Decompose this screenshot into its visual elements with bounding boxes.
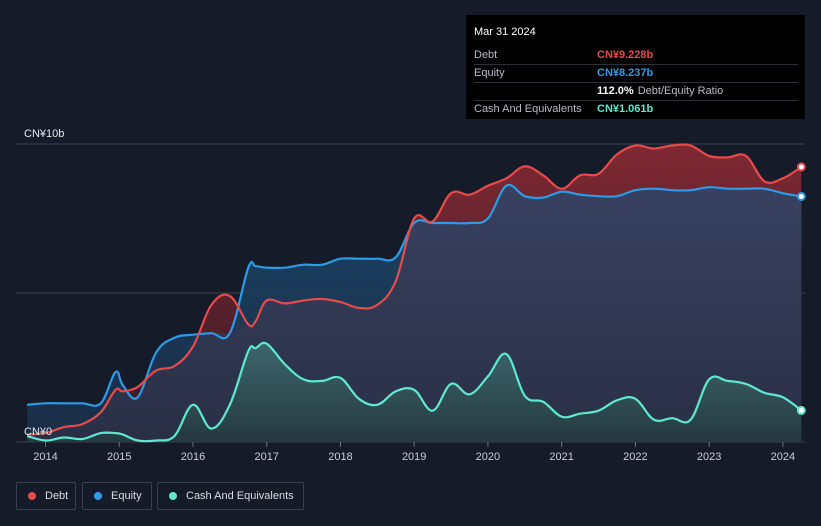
x-tick-label: 2023 xyxy=(697,451,721,463)
legend-dot-icon xyxy=(169,492,177,500)
tooltip-date: Mar 31 2024 xyxy=(474,26,536,38)
tooltip-row-equity: Equity CN¥8.237b xyxy=(474,64,798,82)
cash-line xyxy=(26,341,802,443)
x-tick-label: 2022 xyxy=(623,451,647,463)
x-tick-label: 2020 xyxy=(476,451,500,463)
x-tick-label: 2019 xyxy=(402,451,426,463)
tooltip-box: Mar 31 2024 Debt CN¥9.228b Equity CN¥8.2… xyxy=(466,15,805,119)
tooltip-value: CN¥1.061b xyxy=(597,103,654,115)
tooltip-value: 112.0% xyxy=(597,85,634,97)
end-markers xyxy=(796,162,806,415)
x-tick-label: 2016 xyxy=(181,451,205,463)
y-tick-label: CN¥10b xyxy=(24,128,64,140)
legend-item-cash[interactable]: Cash And Equivalents xyxy=(157,482,304,510)
tooltip-row-cash: Cash And Equivalents CN¥1.061b xyxy=(474,100,798,118)
x-tick-label: 2014 xyxy=(33,451,57,463)
area-layer xyxy=(27,144,802,443)
equity-end-point xyxy=(796,191,806,201)
x-tick-label: 2015 xyxy=(107,451,131,463)
y-tick-label: CN¥0 xyxy=(24,426,52,438)
legend-label: Debt xyxy=(45,490,69,502)
cash-end-point xyxy=(796,405,806,415)
tooltip-value: CN¥9.228b xyxy=(597,49,654,61)
tooltip-value: CN¥8.237b xyxy=(597,67,654,79)
tooltip-row-debt: Debt CN¥9.228b xyxy=(474,47,798,64)
equity-line xyxy=(27,183,802,407)
line-layer xyxy=(26,143,802,443)
y-tick-labels: CN¥10b CN¥0 xyxy=(24,128,64,438)
legend-dot-icon xyxy=(28,492,36,500)
legend-label: Cash And Equivalents xyxy=(186,490,294,502)
legend-item-debt[interactable]: Debt xyxy=(16,482,76,510)
x-tick-label: 2024 xyxy=(771,451,795,463)
tooltip-label: Cash And Equivalents xyxy=(474,103,582,115)
x-tick-label: 2017 xyxy=(254,451,278,463)
debt-line xyxy=(27,143,802,436)
x-tick-labels: 2014 2015 2016 2017 2018 2019 2020 2021 2022 2023… xyxy=(33,442,795,463)
tooltip-label: Equity xyxy=(474,67,505,79)
cash-area xyxy=(27,342,802,442)
legend-label: Equity xyxy=(111,490,142,502)
tooltip-suffix: Debt/Equity Ratio xyxy=(637,85,724,97)
tooltip-label xyxy=(474,83,597,100)
legend-dot-icon xyxy=(94,492,102,500)
tooltip-row-ratio: 112.0% Debt/Equity Ratio xyxy=(474,82,798,100)
x-tick-label: 2021 xyxy=(549,451,573,463)
x-tick-label: 2018 xyxy=(328,451,352,463)
tooltip-label: Debt xyxy=(474,49,498,61)
legend-item-equity[interactable]: Equity xyxy=(82,482,152,510)
overlap-area xyxy=(27,184,802,442)
debt-end-point xyxy=(796,162,806,172)
